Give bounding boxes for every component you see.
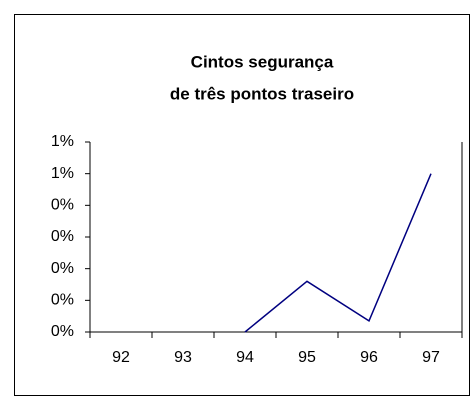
y-tick-label: 1%: [51, 165, 74, 182]
chart-frame: [14, 14, 470, 396]
y-tick-label: 0%: [51, 292, 74, 309]
chart-title: de três pontos traseiro: [170, 84, 354, 103]
y-tick-label: 0%: [51, 260, 74, 277]
x-tick-label: 94: [236, 349, 254, 366]
x-tick-label: 97: [422, 349, 440, 366]
y-tick-label: 1%: [51, 133, 74, 150]
y-tick-label: 0%: [51, 228, 74, 245]
line-series: [244, 173, 432, 333]
y-tick-label: 0%: [51, 197, 74, 214]
x-tick-label: 93: [174, 349, 192, 366]
chart-title: Cintos segurança: [191, 52, 334, 71]
x-tick-label: 95: [298, 349, 316, 366]
y-tick-label: 0%: [51, 323, 74, 340]
x-tick-label: 92: [112, 349, 130, 366]
x-tick-label: 96: [360, 349, 378, 366]
